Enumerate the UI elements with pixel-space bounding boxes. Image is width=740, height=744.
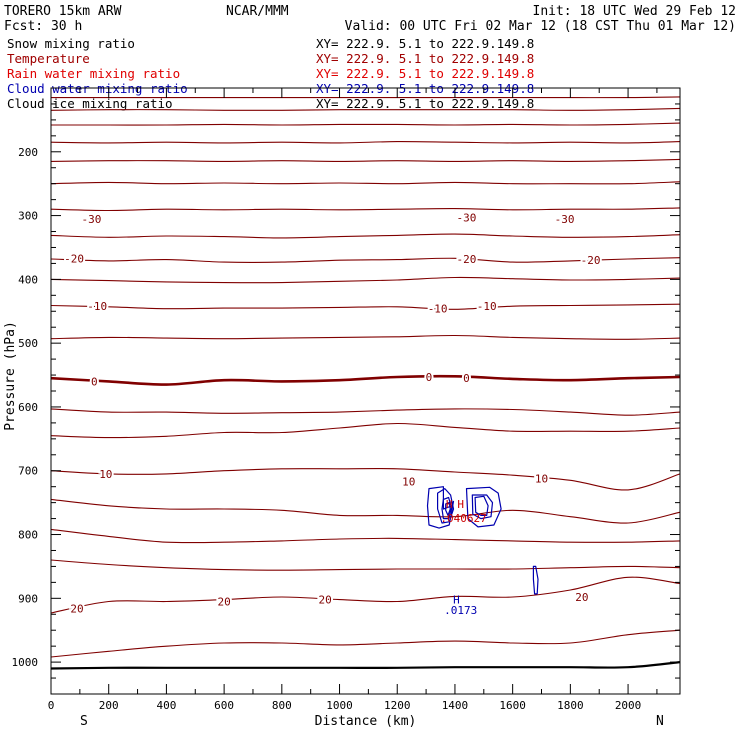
field-name-temperature: Temperature bbox=[7, 51, 90, 66]
isotherm-label-8: -10 bbox=[477, 300, 497, 313]
x-tick-label-1000: 1000 bbox=[326, 699, 353, 712]
rain-max-marker-0: H bbox=[446, 498, 453, 511]
isotherm-label-1: -30 bbox=[457, 211, 477, 224]
isotherm-15 bbox=[50, 468, 681, 491]
isotherm-8 bbox=[50, 257, 681, 263]
x-tick-label-1200: 1200 bbox=[384, 699, 411, 712]
isotherm-label-5: -20 bbox=[581, 254, 601, 267]
x-tick-label-600: 600 bbox=[214, 699, 234, 712]
cloud-max-marker: H bbox=[453, 594, 460, 607]
field-xy-snow: XY= 222.9. 5.1 to 222.9.149.8 bbox=[316, 36, 534, 51]
rain-max-value: .040627 bbox=[440, 512, 486, 525]
y-tick-label-300: 300 bbox=[18, 210, 38, 223]
x-tick-label-800: 800 bbox=[272, 699, 292, 712]
isotherm-label-15: 20 bbox=[70, 603, 83, 616]
isotherm-14 bbox=[50, 422, 681, 439]
isotherm-18 bbox=[50, 559, 681, 571]
field-name-rain: Rain water mixing ratio bbox=[7, 66, 180, 81]
forecast-hour: Fcst: 30 h bbox=[4, 19, 82, 34]
y-tick-label-400: 400 bbox=[18, 273, 38, 286]
isotherm-label-6: -10 bbox=[87, 300, 107, 313]
isotherm-label-17: 20 bbox=[318, 594, 331, 607]
y-tick-label-200: 200 bbox=[18, 146, 38, 159]
cloud-water-contour-1 bbox=[437, 488, 455, 524]
isotherm-9 bbox=[50, 276, 681, 284]
cloud-water-contour-6 bbox=[474, 495, 489, 516]
isotherm-2 bbox=[50, 122, 681, 126]
model-title: TORERO 15km ARW bbox=[4, 4, 122, 19]
field-name-cloud-ice: Cloud ice mixing ratio bbox=[7, 96, 173, 111]
x-tick-label-0: 0 bbox=[48, 699, 55, 712]
isotherm-label-3: -20 bbox=[64, 252, 84, 265]
field-name-snow: Snow mixing ratio bbox=[7, 36, 135, 51]
isotherm-label-0: -30 bbox=[81, 213, 101, 226]
x-tick-label-1400: 1400 bbox=[442, 699, 469, 712]
cloud-water-contour-2 bbox=[441, 496, 453, 520]
ground-surface-line bbox=[50, 661, 681, 670]
y-tick-label-700: 700 bbox=[18, 465, 38, 478]
isotherm-label-13: 10 bbox=[402, 476, 415, 489]
y-axis-label: Pressure (hPa) bbox=[3, 321, 18, 431]
isotherm-10 bbox=[50, 303, 681, 310]
y-tick-label-1000: 1000 bbox=[12, 656, 39, 669]
y-tick-label-600: 600 bbox=[18, 401, 38, 414]
x-tick-label-1800: 1800 bbox=[557, 699, 584, 712]
plot-content: -30 -30 -30 -20 -20 -20 -10 -10 -10 0 0 0 10 10 10 20 20… bbox=[50, 96, 681, 670]
isotherm-label-7: -10 bbox=[428, 303, 448, 316]
field-xy-cloud-ice: XY= 222.9. 5.1 to 222.9.149.8 bbox=[316, 96, 534, 111]
isotherm-17 bbox=[50, 528, 681, 544]
init-time: Init: 18 UTC Wed 29 Feb 12 bbox=[533, 4, 737, 19]
field-legend: Snow mixing ratio XY= 222.9. 5.1 to 222.… bbox=[7, 36, 534, 111]
cloud-max-value: .0173 bbox=[444, 604, 477, 617]
isotherm-12 bbox=[50, 374, 681, 386]
south-end-label: S bbox=[80, 714, 88, 729]
isotherm-19 bbox=[50, 576, 681, 614]
y-tick-label-800: 800 bbox=[18, 529, 38, 542]
isotherm-11 bbox=[50, 334, 681, 340]
isotherm-label-14: 10 bbox=[535, 472, 548, 485]
isotherm-1 bbox=[50, 107, 681, 111]
cloud-water-contour-5 bbox=[471, 494, 494, 520]
isotherm-6 bbox=[50, 207, 681, 212]
isotherm-label-10: 0 bbox=[426, 371, 433, 384]
field-xy-temperature: XY= 222.9. 5.1 to 222.9.149.8 bbox=[316, 51, 534, 66]
isotherm-label-11: 0 bbox=[463, 372, 470, 385]
north-end-label: N bbox=[656, 714, 664, 729]
organization-label: NCAR/MMM bbox=[226, 4, 289, 19]
x-tick-label-1600: 1600 bbox=[499, 699, 526, 712]
isotherm-7 bbox=[50, 233, 681, 239]
isotherm-3 bbox=[50, 141, 681, 144]
isotherm-label-2: -30 bbox=[555, 213, 575, 226]
isotherm-20 bbox=[50, 629, 681, 658]
isotherm-label-18: 20 bbox=[575, 591, 588, 604]
rain-max-marker-1: H bbox=[457, 498, 464, 511]
x-tick-label-2000: 2000 bbox=[615, 699, 642, 712]
y-tick-label-900: 900 bbox=[18, 592, 38, 605]
y-tick-label-500: 500 bbox=[18, 337, 38, 350]
cloud-water-contour-7 bbox=[532, 565, 539, 595]
cloud-water-contour-3 bbox=[445, 502, 451, 516]
isotherm-0 bbox=[51, 96, 681, 99]
cloud-water-contour-4 bbox=[465, 486, 502, 528]
isotherm-13 bbox=[50, 408, 681, 416]
isotherm-5 bbox=[50, 181, 681, 185]
field-xy-rain: XY= 222.9. 5.1 to 222.9.149.8 bbox=[316, 66, 534, 81]
isotherm-4 bbox=[50, 158, 681, 162]
x-tick-label-200: 200 bbox=[99, 699, 119, 712]
isotherm-label-9: 0 bbox=[91, 375, 98, 388]
isotherm-label-12: 10 bbox=[99, 468, 112, 481]
isotherm-16 bbox=[50, 498, 681, 524]
x-tick-label-400: 400 bbox=[156, 699, 176, 712]
isotherm-label-4: -20 bbox=[457, 253, 477, 266]
x-axis-label: Distance (km) bbox=[315, 714, 417, 729]
cloud-water-contour-0 bbox=[426, 486, 455, 529]
valid-time: Valid: 00 UTC Fri 02 Mar 12 (18 CST Thu … bbox=[345, 19, 736, 34]
isotherm-label-16: 20 bbox=[217, 596, 230, 609]
